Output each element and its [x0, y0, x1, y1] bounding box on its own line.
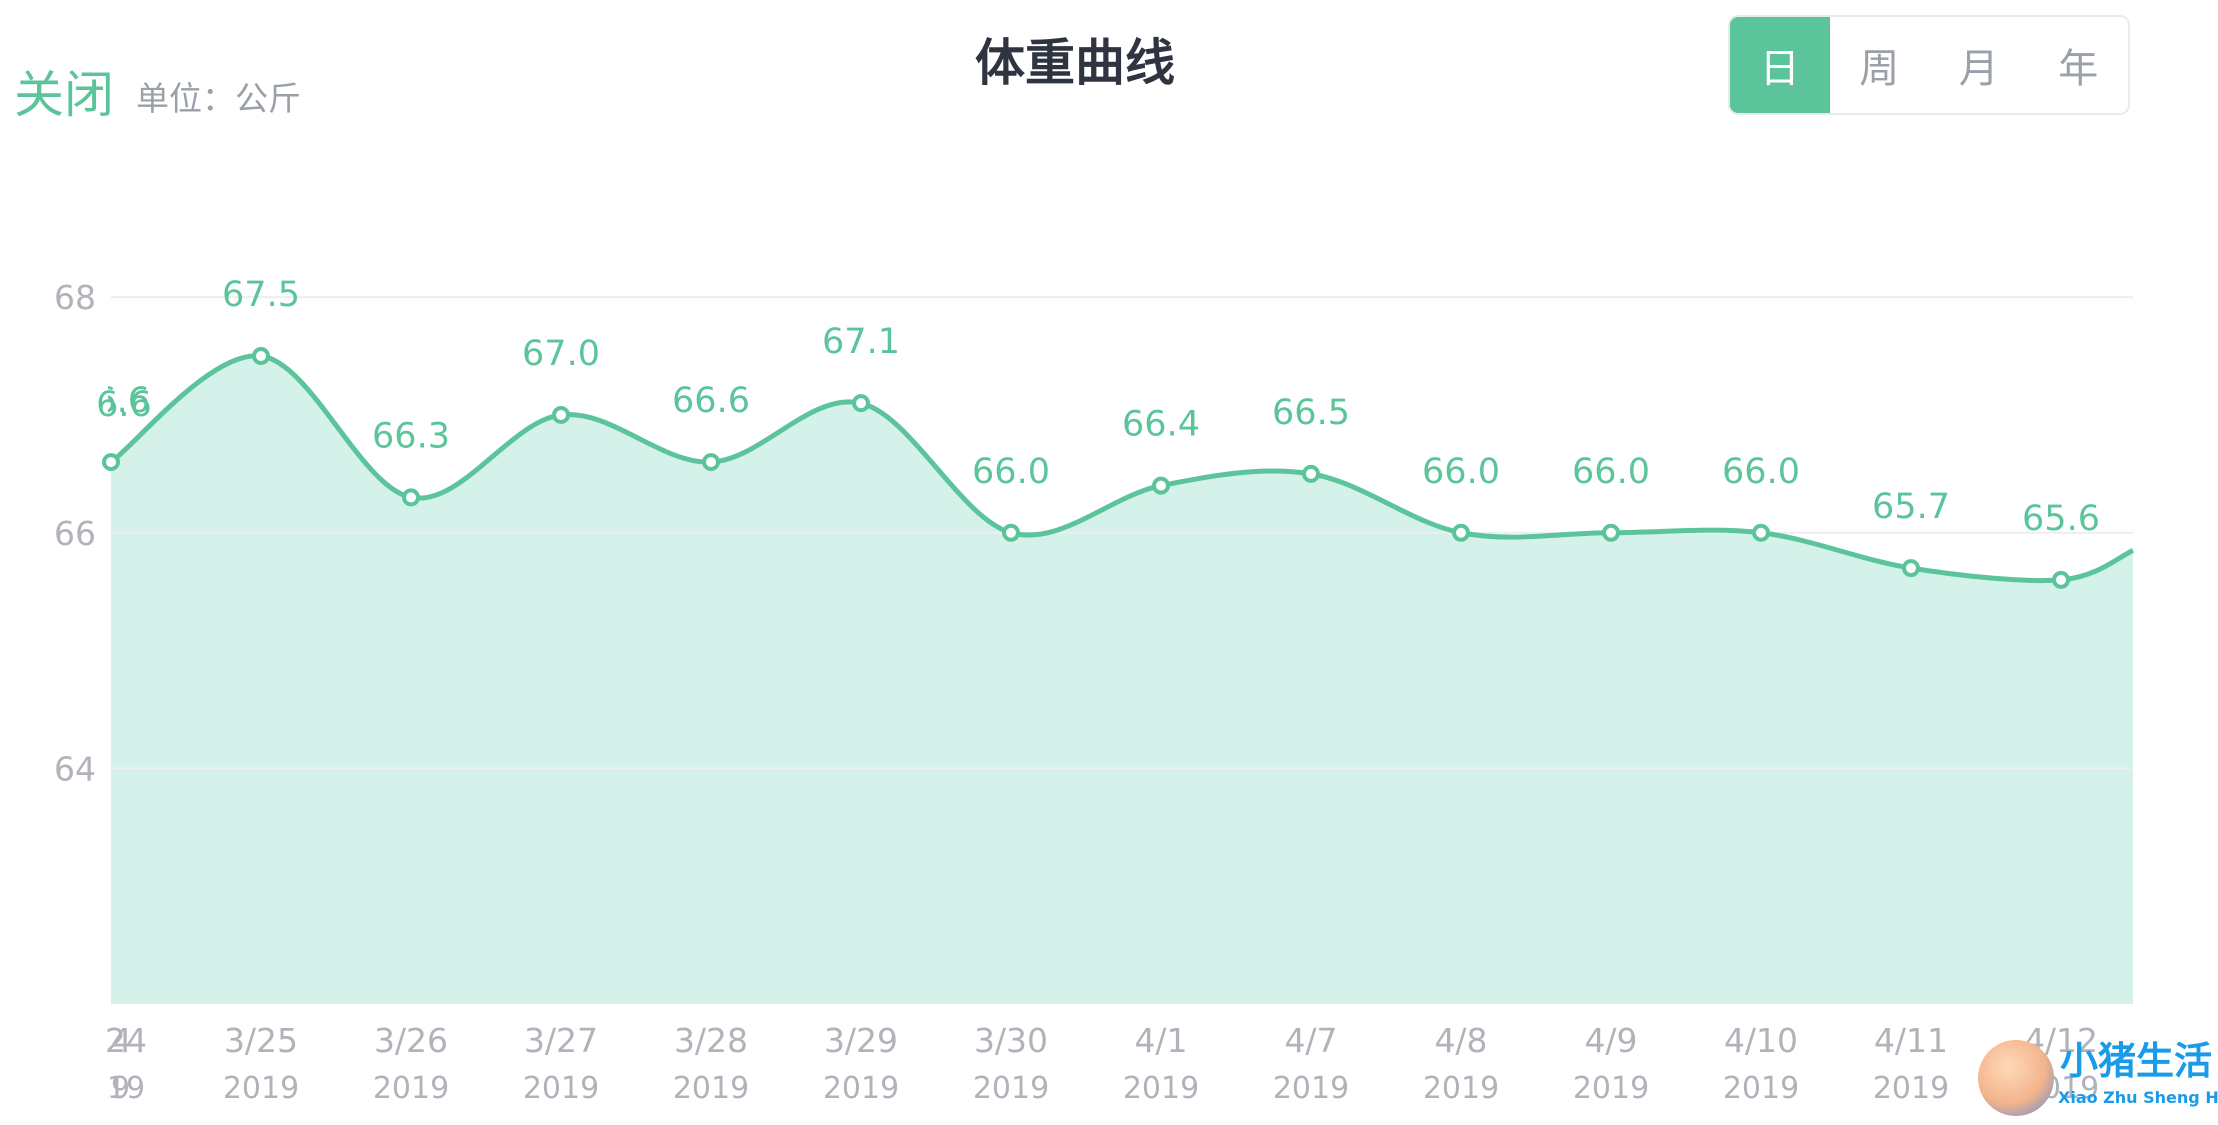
data-label: 65.7 [1872, 487, 1950, 527]
tab-week[interactable]: 周 [1859, 46, 1900, 92]
x-year-label: 2019 [1423, 1071, 1499, 1106]
data-point[interactable] [1302, 464, 1320, 483]
x-year-label: 2019 [223, 1071, 299, 1106]
tab-day[interactable]: 日 [1730, 17, 1830, 113]
x-year-label: 2019 [1873, 1071, 1949, 1106]
x-tick-label: 3/26 [374, 1021, 448, 1060]
watermark-logo: 小猪生活 Xiao Zhu Sheng Huo [1978, 1040, 2218, 1122]
watermark-subtitle: Xiao Zhu Sheng Huo [2058, 1088, 2218, 1107]
x-tick-label: 4/7 [1284, 1021, 1337, 1060]
area-fill [111, 355, 2133, 1004]
close-button[interactable]: 关闭 [14, 66, 114, 124]
data-point[interactable] [402, 488, 420, 507]
mascot-icon [1978, 1040, 2054, 1116]
tab-month[interactable]: 月 [1958, 46, 1999, 92]
data-label: 66.4 [1122, 405, 1200, 445]
data-point[interactable] [1452, 523, 1470, 542]
data-label: 66.3 [372, 416, 450, 456]
data-point[interactable] [702, 453, 720, 472]
x-year-label: 2019 [523, 1071, 599, 1106]
data-point[interactable] [852, 394, 870, 413]
tab-year[interactable]: 年 [2058, 46, 2099, 92]
x-tick-label: 4/8 [1434, 1021, 1487, 1060]
x-tick-label: 3/30 [974, 1021, 1048, 1060]
data-point[interactable] [1602, 523, 1620, 542]
y-tick-label: 64 [54, 749, 96, 788]
unit-label: 单位：公斤 [136, 79, 301, 118]
data-label: 66.6 [672, 381, 750, 421]
x-tick-label: 3/25 [224, 1021, 298, 1060]
data-label: 67.1 [822, 322, 900, 362]
x-tick-label: 4/11 [1874, 1021, 1948, 1060]
x-tick-label-partial: 24 [105, 1021, 147, 1060]
x-tick-label: 4/1 [1134, 1021, 1187, 1060]
x-tick-label: 3/29 [824, 1021, 898, 1060]
data-point[interactable] [1002, 523, 1020, 542]
x-year-label: 2019 [1573, 1071, 1649, 1106]
data-label: 65.6 [2022, 499, 2100, 539]
x-year-label: 2019 [1723, 1071, 1799, 1106]
data-label: 67.0 [522, 334, 600, 374]
x-tick-label: 4/9 [1584, 1021, 1637, 1060]
data-label-partial: 6.6 [96, 385, 152, 425]
watermark-title: 小猪生活 [2060, 1039, 2213, 1083]
data-point[interactable] [1152, 476, 1170, 495]
data-label: 66.0 [1422, 452, 1500, 492]
x-year-label: 2019 [1123, 1071, 1199, 1106]
data-label: 66.0 [1572, 452, 1650, 492]
x-year-label: 2019 [373, 1071, 449, 1106]
edge-mask [0, 380, 108, 440]
data-point[interactable] [1902, 559, 1920, 578]
x-year-label: 2019 [973, 1071, 1049, 1106]
data-point[interactable] [1752, 523, 1770, 542]
data-point[interactable] [552, 405, 570, 424]
y-tick-label: 66 [54, 514, 96, 553]
x-year-label: 2019 [1273, 1071, 1349, 1106]
period-selector: 日 周 月 年 [1728, 15, 2130, 115]
edge-mask [0, 1015, 108, 1125]
x-tick-label: 3/28 [674, 1021, 748, 1060]
y-tick-label: 68 [54, 278, 96, 317]
data-label: 66.0 [972, 452, 1050, 492]
data-label: 67.5 [222, 275, 300, 315]
data-label: 66.0 [1722, 452, 1800, 492]
data-label: 66.5 [1272, 393, 1350, 433]
x-year-label: 2019 [823, 1071, 899, 1106]
page-title: 体重曲线 [975, 34, 1175, 92]
data-point[interactable] [2052, 570, 2070, 589]
x-year-label: 2019 [673, 1071, 749, 1106]
x-year-label-partial: 19 [107, 1071, 145, 1106]
x-tick-label: 3/27 [524, 1021, 598, 1060]
data-point[interactable] [102, 453, 120, 472]
x-tick-label: 4/10 [1724, 1021, 1798, 1060]
data-point[interactable] [252, 347, 270, 366]
